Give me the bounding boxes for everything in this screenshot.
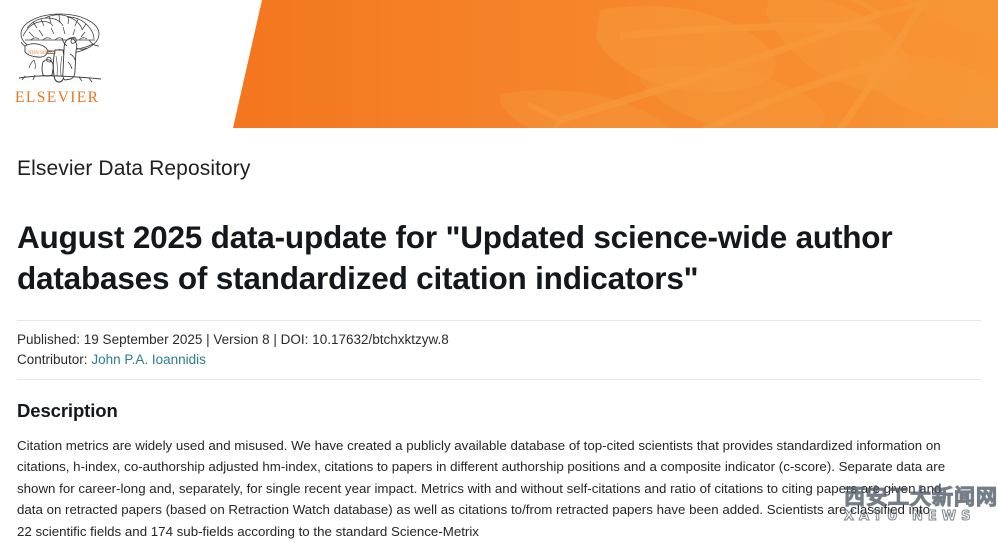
leaf-branch-pattern (500, 0, 998, 128)
record-metadata: Published: 19 September 2025 | Version 8… (17, 321, 981, 371)
divider-top (17, 319, 981, 321)
divider-bottom (17, 378, 981, 380)
description-paragraph: Citation metrics are widely used and mis… (17, 437, 946, 539)
elsevier-logo[interactable]: NON SOLUS ELSEVIER (15, 10, 107, 107)
svg-text:NON SOLUS: NON SOLUS (28, 51, 56, 56)
page-header: NON SOLUS ELSEVIER (0, 0, 998, 131)
repository-name: Elsevier Data Repository (17, 157, 251, 180)
published-line: Published: 19 September 2025 | Version 8… (17, 331, 449, 347)
contributor-line: Contributor: John P.A. Ioannidis (17, 350, 981, 371)
page-title: August 2025 data-update for "Updated sci… (17, 219, 893, 296)
elsevier-wordmark: ELSEVIER (15, 89, 100, 106)
page-content: Elsevier Data Repository August 2025 dat… (0, 131, 998, 543)
orange-banner (233, 0, 998, 128)
elsevier-tree-logo-icon: NON SOLUS (18, 13, 102, 83)
description-heading: Description (17, 399, 118, 421)
contributor-link[interactable]: John P.A. Ioannidis (91, 352, 206, 368)
contributor-label: Contributor: (17, 352, 88, 368)
description-body: Citation metrics are widely used and mis… (17, 422, 947, 543)
